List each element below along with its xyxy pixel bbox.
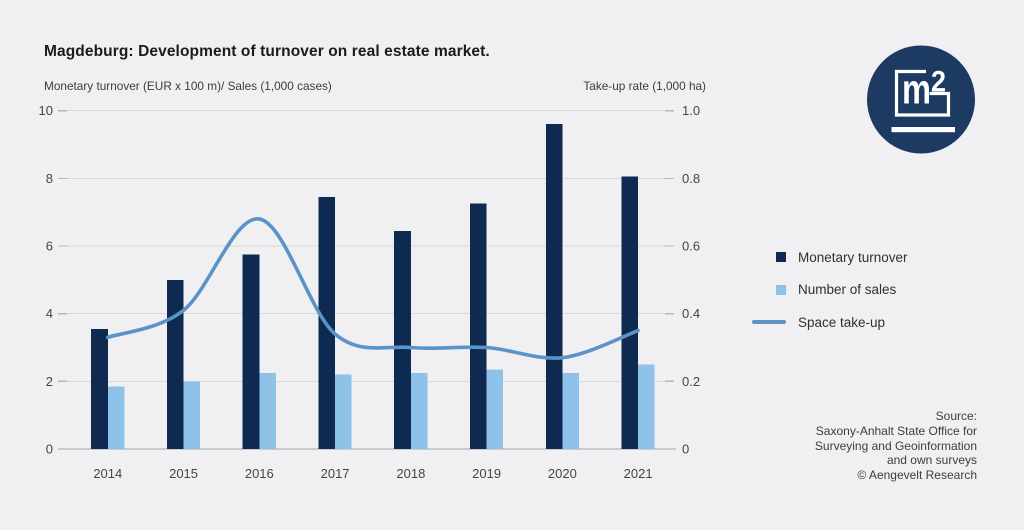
m2-logo: m 2 bbox=[867, 45, 975, 154]
logo-circle-icon bbox=[867, 45, 975, 154]
bar-number-of-sales bbox=[183, 381, 201, 449]
bar-monetary-turnover bbox=[394, 230, 411, 449]
logo-frame-icon bbox=[894, 69, 951, 117]
bar-monetary-turnover bbox=[621, 176, 639, 449]
source-line: Source: bbox=[935, 409, 977, 423]
x-axis-year-label: 2021 bbox=[624, 466, 653, 481]
space-take-up-line bbox=[106, 217, 640, 360]
bar-number-of-sales bbox=[562, 372, 579, 449]
source-line: and own surveys bbox=[886, 453, 977, 468]
x-axis-year-label: 2019 bbox=[472, 466, 501, 481]
bar-number-of-sales bbox=[638, 364, 655, 449]
legend-label: Space take-up bbox=[798, 314, 886, 330]
x-axis-year-label: 2016 bbox=[245, 466, 274, 481]
source-note: Source: Saxony-Anhalt State Office for S… bbox=[815, 409, 977, 483]
legend-label: Monetary turnover bbox=[798, 249, 908, 265]
x-axis-year-label: 2015 bbox=[169, 466, 198, 481]
page-title: Magdeburg: Development of turnover on re… bbox=[44, 43, 490, 60]
right-axis-tick-label: 0.6 bbox=[682, 239, 700, 254]
logo-letter-m: m bbox=[902, 66, 931, 113]
x-axis-year-label: 2014 bbox=[93, 466, 122, 481]
bar-monetary-turnover bbox=[91, 328, 108, 449]
bar-monetary-turnover bbox=[470, 203, 487, 449]
space-take-up-swatch bbox=[752, 320, 786, 324]
logo-superscript-2: 2 bbox=[931, 66, 946, 99]
right-axis-tick-label: 0.8 bbox=[682, 171, 700, 186]
monetary-turnover-swatch bbox=[776, 252, 786, 262]
source-line: © Aengevelt Research bbox=[857, 468, 977, 483]
left-axis-tick-label: 8 bbox=[46, 171, 53, 186]
right-axis-tick-label: 0 bbox=[682, 442, 689, 457]
legend-item-space-take-up: Space take-up bbox=[752, 312, 908, 332]
bar-number-of-sales bbox=[107, 386, 125, 449]
left-axis-tick-label: 4 bbox=[46, 306, 53, 321]
left-axis-tick-label: 6 bbox=[46, 239, 53, 254]
logo-underline-icon bbox=[891, 127, 955, 133]
right-axis-caption: Take-up rate (1,000 ha) bbox=[583, 79, 706, 93]
left-axis-tick-label: 2 bbox=[46, 374, 53, 389]
bar-monetary-turnover bbox=[242, 254, 260, 449]
bar-monetary-turnover bbox=[166, 279, 184, 449]
legend-label: Number of sales bbox=[798, 282, 897, 297]
legend-item-number-of-sales: Number of sales bbox=[752, 280, 908, 300]
bar-number-of-sales bbox=[335, 374, 352, 449]
right-axis-tick-label: 0.2 bbox=[682, 374, 700, 389]
bar-number-of-sales bbox=[410, 372, 428, 449]
right-axis-tick-label: 0.4 bbox=[682, 306, 700, 321]
legend-item-monetary-turnover: Monetary turnover bbox=[752, 247, 908, 267]
legend: Monetary turnover Number of sales Space … bbox=[752, 247, 908, 345]
source-line: Saxony-Anhalt State Office for bbox=[815, 423, 977, 438]
left-axis-caption: Monetary turnover (EUR x 100 m)/ Sales (… bbox=[44, 79, 332, 93]
bar-number-of-sales bbox=[259, 372, 276, 449]
x-axis-year-label: 2020 bbox=[548, 466, 577, 481]
x-axis-year-label: 2018 bbox=[396, 466, 425, 481]
left-axis-tick-label: 10 bbox=[39, 103, 53, 118]
right-axis-tick-label: 1.0 bbox=[682, 103, 700, 118]
left-axis-tick-label: 0 bbox=[46, 442, 53, 457]
bar-monetary-turnover bbox=[545, 124, 563, 450]
x-axis-year-label: 2017 bbox=[321, 466, 350, 481]
source-line: Surveying and Geoinformation bbox=[814, 438, 977, 453]
bar-number-of-sales bbox=[486, 369, 504, 449]
number-of-sales-swatch bbox=[776, 284, 786, 295]
